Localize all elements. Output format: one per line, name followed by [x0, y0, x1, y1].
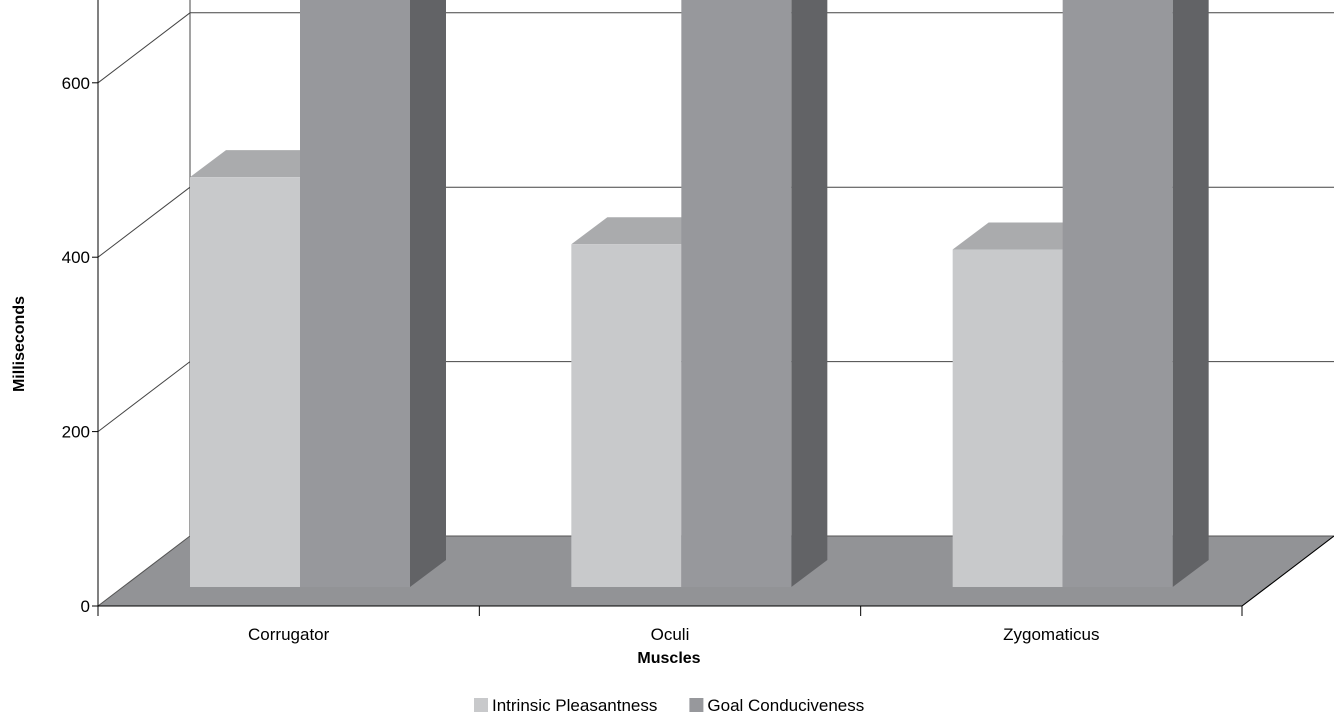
- legend-label: Intrinsic Pleasantness: [492, 696, 657, 715]
- bar: [681, 0, 828, 587]
- bar-top: [190, 150, 336, 178]
- side-gridline: [97, 186, 191, 258]
- bar-front: [571, 244, 682, 587]
- bar-side: [410, 0, 446, 587]
- x-axis-title: Muscles: [637, 650, 700, 667]
- side-gridline: [97, 361, 191, 432]
- bar: [300, 0, 446, 588]
- x-tick-label: Corrugator: [248, 625, 330, 644]
- bar-top: [952, 222, 1099, 250]
- bar-front: [952, 249, 1063, 587]
- bar-side: [1172, 0, 1209, 587]
- legend-swatch: [474, 698, 488, 712]
- side-gridline: [97, 12, 191, 84]
- floor-edge: [1241, 535, 1334, 607]
- y-tick-label: 600: [62, 74, 90, 93]
- x-axis-ticks: Corrugator Oculi Zygomaticus: [97, 535, 1334, 644]
- bar-front: [190, 177, 300, 587]
- bar-front: [1062, 0, 1173, 587]
- bar-front: [300, 0, 410, 588]
- legend-item: Goal Conduciveness: [689, 696, 864, 715]
- legend-item: Intrinsic Pleasantness: [474, 696, 657, 715]
- legend: Intrinsic Pleasantness Goal Conduciveness: [474, 696, 864, 715]
- x-tick-label: Zygomaticus: [1003, 625, 1099, 644]
- y-tick-label: 0: [81, 597, 90, 616]
- x-tick-label: Oculi: [651, 625, 690, 644]
- bar-front: [681, 0, 792, 587]
- y-tick-label: 200: [62, 423, 90, 442]
- legend-swatch: [689, 698, 704, 712]
- y-axis-title: Milliseconds: [11, 296, 28, 392]
- bar: [1062, 0, 1209, 587]
- y-tick-label: 400: [62, 248, 90, 267]
- bar-side: [791, 0, 828, 587]
- legend-label: Goal Conduciveness: [707, 696, 864, 715]
- y-axis-ticks: 020040060080010001200: [62, 0, 99, 616]
- bar-top: [571, 217, 718, 245]
- bars: [190, 0, 1209, 588]
